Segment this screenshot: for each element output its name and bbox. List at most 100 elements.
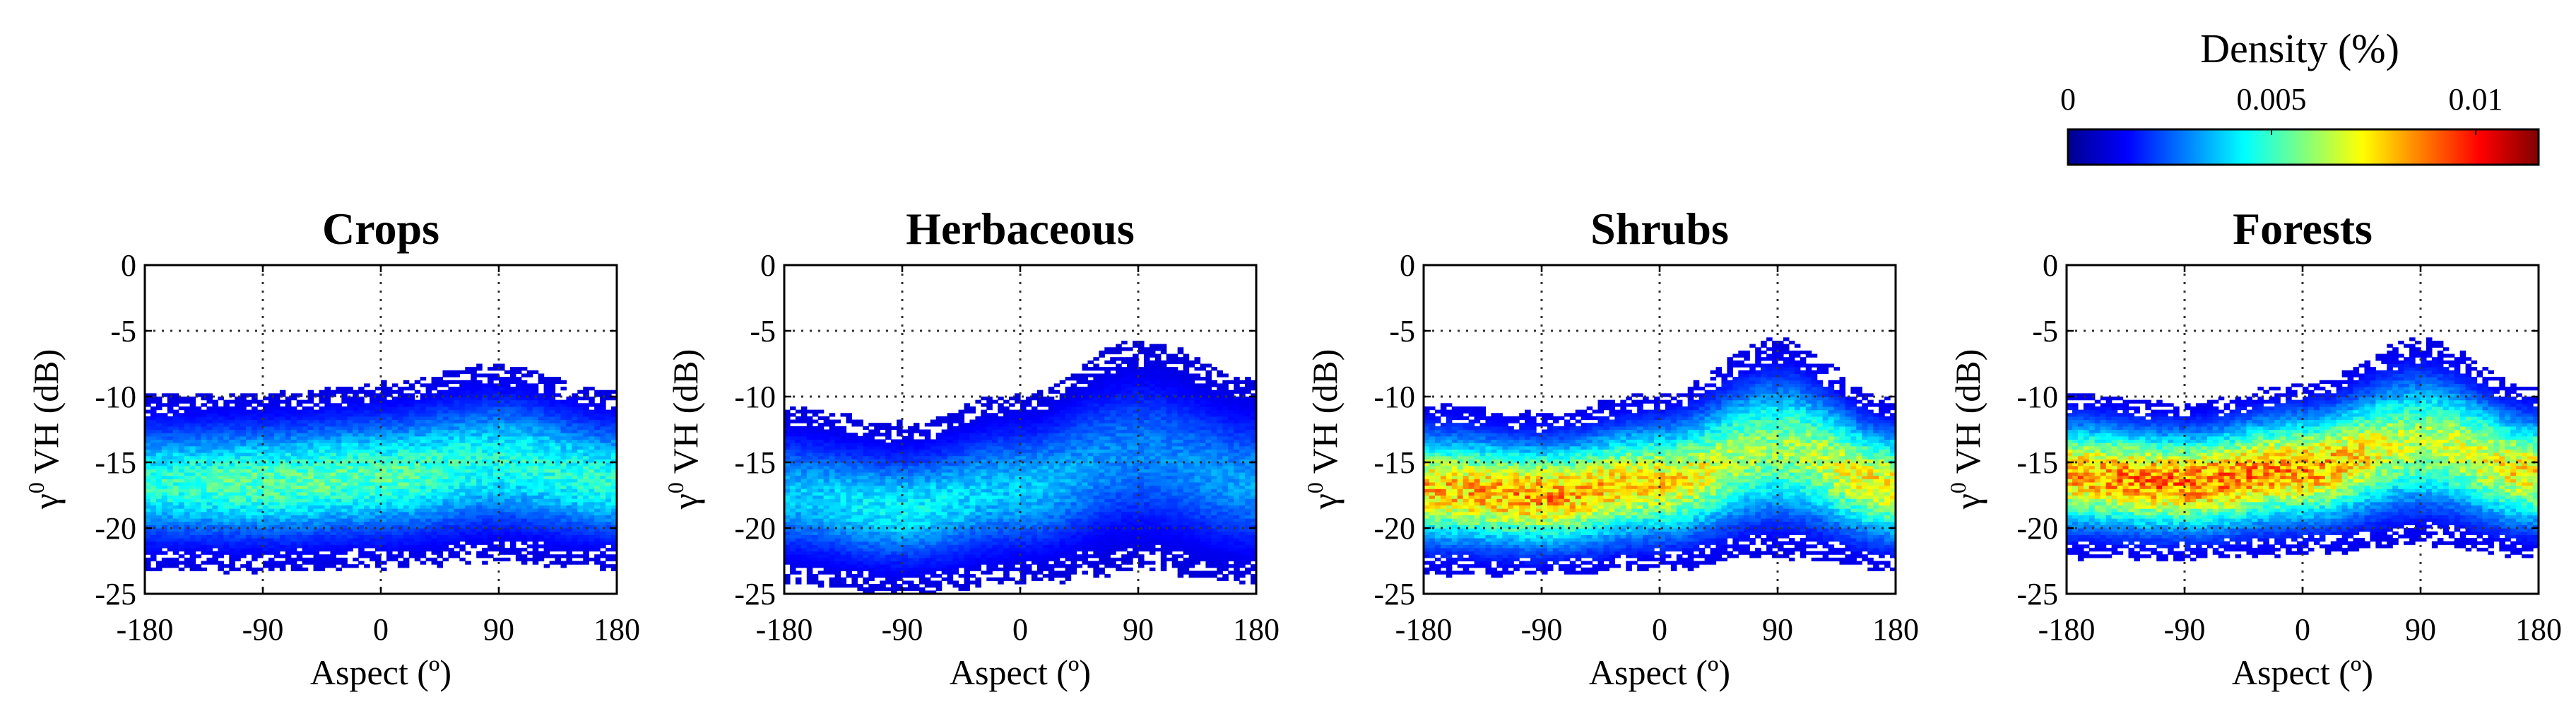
heatmap-cell — [817, 498, 825, 503]
heatmap-cell — [594, 413, 601, 417]
heatmap-cell — [268, 426, 275, 431]
heatmap-cell — [240, 481, 247, 486]
heatmap-cell — [538, 479, 545, 483]
heatmap-cell — [425, 449, 432, 453]
heatmap-cell — [296, 403, 303, 407]
heatmap-cell — [172, 525, 179, 529]
heatmap-cell — [319, 557, 326, 562]
heatmap-cell — [504, 416, 511, 421]
heatmap-cell — [800, 462, 808, 467]
heatmap-cell — [353, 495, 359, 499]
heatmap-cell — [829, 491, 836, 496]
heatmap-cell — [784, 409, 791, 414]
heatmap-cell — [538, 508, 545, 513]
heatmap-cell — [240, 551, 247, 555]
heatmap-cell — [840, 547, 847, 552]
heatmap-cell — [386, 557, 393, 562]
heatmap-cell — [471, 413, 477, 417]
heatmap-cell — [509, 469, 516, 473]
heatmap-cell — [784, 449, 791, 453]
heatmap-cell — [273, 403, 280, 407]
heatmap-cell — [319, 393, 326, 397]
heatmap-cell — [812, 469, 819, 473]
heatmap-cell — [313, 472, 320, 476]
heatmap-cell — [425, 481, 432, 486]
heatmap-cell — [555, 423, 562, 427]
heatmap-cell — [594, 390, 601, 394]
heatmap-cell — [391, 525, 398, 529]
heatmap-cell — [577, 501, 584, 506]
heatmap-cell — [358, 435, 365, 440]
heatmap-cell — [189, 495, 196, 499]
heatmap-cell — [268, 537, 275, 542]
heatmap-cell — [471, 491, 477, 496]
heatmap-cell — [425, 409, 432, 414]
heatmap-cell — [150, 462, 157, 467]
heatmap-cell — [324, 531, 331, 535]
heatmap-cell — [353, 488, 359, 493]
heatmap-cell — [273, 501, 280, 506]
heatmap-cell — [206, 435, 213, 440]
heatmap-cell — [509, 449, 516, 453]
heatmap-cell — [296, 534, 303, 539]
heatmap-cell — [509, 426, 516, 431]
heatmap-cell — [172, 495, 179, 499]
heatmap-cell — [454, 525, 460, 529]
heatmap-cell — [829, 580, 836, 585]
heatmap-cell — [549, 433, 556, 437]
heatmap-cell — [431, 387, 438, 391]
heatmap-cell — [572, 465, 578, 469]
heatmap-cell — [834, 455, 841, 459]
heatmap-cell — [257, 505, 264, 509]
heatmap-cell — [840, 455, 847, 459]
heatmap-cell — [347, 452, 353, 457]
heatmap-cell — [353, 390, 359, 394]
heatmap-cell — [257, 481, 264, 486]
heatmap-cell — [273, 525, 280, 529]
heatmap-cell — [425, 525, 432, 529]
heatmap-cell — [167, 433, 174, 437]
heatmap-cell — [594, 518, 601, 522]
heatmap-cell — [448, 528, 454, 532]
heatmap-cell — [555, 508, 562, 513]
heatmap-cell — [594, 443, 601, 447]
heatmap-cell — [583, 508, 589, 513]
heatmap-cell — [268, 544, 275, 549]
heatmap-cell — [189, 406, 196, 411]
heatmap-cell — [336, 498, 342, 503]
heatmap-cell — [476, 488, 483, 493]
heatmap-cell — [184, 416, 191, 421]
heatmap-cell — [155, 403, 163, 407]
heatmap-cell — [538, 521, 545, 525]
heatmap-cell — [290, 475, 297, 479]
heatmap-cell — [273, 475, 280, 479]
heatmap-cell — [425, 518, 432, 522]
heatmap-cell — [336, 501, 342, 506]
heatmap-cell — [403, 479, 410, 483]
heatmap-cell — [408, 462, 415, 467]
heatmap-cell — [167, 443, 174, 447]
heatmap-cell — [459, 443, 466, 447]
heatmap-cell — [279, 485, 286, 489]
heatmap-cell — [549, 390, 556, 394]
heatmap-cell — [347, 498, 353, 503]
heatmap-cell — [493, 367, 500, 371]
heatmap-cell — [257, 531, 264, 535]
heatmap-cell — [218, 462, 224, 467]
heatmap-cell — [549, 452, 556, 457]
heatmap-cell — [437, 413, 444, 417]
heatmap-cell — [155, 423, 163, 427]
heatmap-cell — [330, 508, 336, 513]
heatmap-cell — [425, 469, 432, 473]
heatmap-cell — [353, 518, 359, 522]
heatmap-cell — [549, 416, 556, 421]
heatmap-cell — [465, 537, 471, 542]
heatmap-cell — [386, 455, 393, 459]
heatmap-cell — [476, 511, 483, 515]
heatmap-cell — [285, 541, 292, 545]
heatmap-cell — [240, 525, 247, 529]
heatmap-cell — [184, 505, 191, 509]
heatmap-cell — [504, 495, 511, 499]
heatmap-cell — [600, 472, 606, 476]
heatmap-cell — [307, 455, 314, 459]
